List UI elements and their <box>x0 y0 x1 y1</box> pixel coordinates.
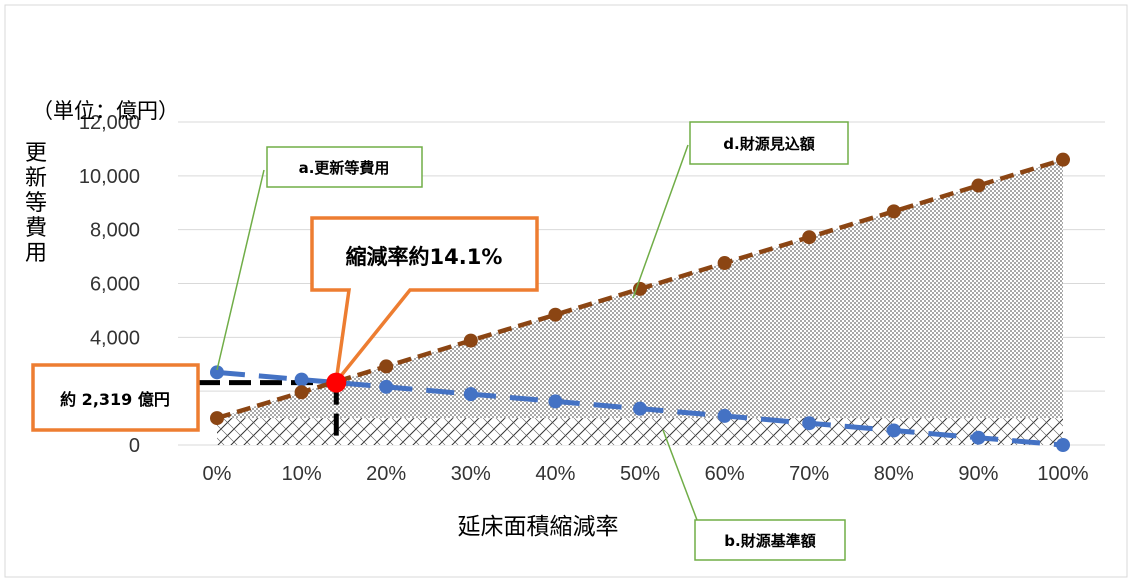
y-tick-label: 8,000 <box>90 220 140 242</box>
data-point-0 <box>463 387 478 402</box>
x-tick-label: 40% <box>535 463 575 485</box>
data-point-0 <box>379 379 394 394</box>
data-point-1 <box>886 204 901 219</box>
x-tick-label: 70% <box>789 463 829 485</box>
x-tick-label: 100% <box>1037 463 1088 485</box>
x-tick-label: 80% <box>874 463 914 485</box>
connector-a <box>216 169 265 371</box>
y-axis-label: 更新等費用 <box>25 141 47 266</box>
data-point-1 <box>1056 152 1070 167</box>
data-point-0 <box>633 401 647 416</box>
y-axis-label-char: 更 <box>25 141 47 166</box>
y-axis-label-char: 新 <box>25 166 47 191</box>
callout-cost-value: 約 2,319 億円 <box>31 363 200 432</box>
y-axis-label-char: 等 <box>25 191 47 216</box>
data-point-1 <box>717 256 732 271</box>
data-point-0 <box>210 365 224 380</box>
x-tick-label: 20% <box>366 463 406 485</box>
connector-b <box>662 429 698 521</box>
data-point-0 <box>717 408 732 423</box>
y-tick-label: 6,000 <box>90 274 140 296</box>
x-tick-label: 90% <box>958 463 998 485</box>
cost-value-text: 約 2,319 億円 <box>60 390 170 409</box>
data-point-0 <box>971 430 986 445</box>
data-point-0 <box>548 394 563 409</box>
y-axis-label-char: 用 <box>25 241 47 266</box>
intersection-point <box>326 372 347 393</box>
x-tick-label: 10% <box>282 463 322 485</box>
y-tick-label: 10,000 <box>79 166 140 188</box>
y-tick-label: 12,000 <box>79 112 140 134</box>
legend-label-d: d.財源見込額 <box>723 135 814 153</box>
data-point-1 <box>463 333 478 348</box>
x-tick-label: 30% <box>451 463 491 485</box>
data-point-0 <box>802 416 817 431</box>
x-tick-label: 60% <box>705 463 745 485</box>
data-point-1 <box>294 385 309 400</box>
y-axis-label-char: 費 <box>25 216 47 241</box>
unit-label: （単位：億円） <box>32 99 179 123</box>
y-tick-label: 4,000 <box>90 327 140 349</box>
chart-frame <box>4 4 1128 578</box>
legend-box-d: d.財源見込額 <box>689 121 849 165</box>
callout-reduction-rate: 縮減率約14.1% <box>310 216 539 389</box>
data-point-0 <box>294 372 309 387</box>
data-point-1 <box>379 359 394 374</box>
data-point-1 <box>971 178 986 193</box>
base-amount-area <box>217 418 1063 445</box>
y-tick-label: 0 <box>129 435 140 457</box>
legend-box-b: b.財源基準額 <box>694 519 846 561</box>
x-tick-label: 0% <box>203 463 232 485</box>
legend-label-a: a.更新等費用 <box>299 159 390 177</box>
connector-d <box>632 144 689 299</box>
data-point-1 <box>210 411 224 426</box>
data-point-1 <box>802 230 817 245</box>
legend-label-b: b.財源基準額 <box>724 532 815 550</box>
x-tick-label: 50% <box>620 463 660 485</box>
data-point-1 <box>633 281 647 296</box>
reduction-rate-text: 縮減率約14.1% <box>346 245 503 269</box>
series-points <box>210 152 1070 452</box>
x-axis-label: 延床面積縮減率 <box>458 514 619 540</box>
data-point-0 <box>1056 438 1070 452</box>
data-point-1 <box>548 307 563 322</box>
x-tick-labels: 0% 10% 20% 30% 40% 50% 60% 70% 80% 90% 100% <box>203 463 1089 485</box>
data-point-0 <box>886 423 901 438</box>
legend-box-a: a.更新等費用 <box>266 146 423 188</box>
